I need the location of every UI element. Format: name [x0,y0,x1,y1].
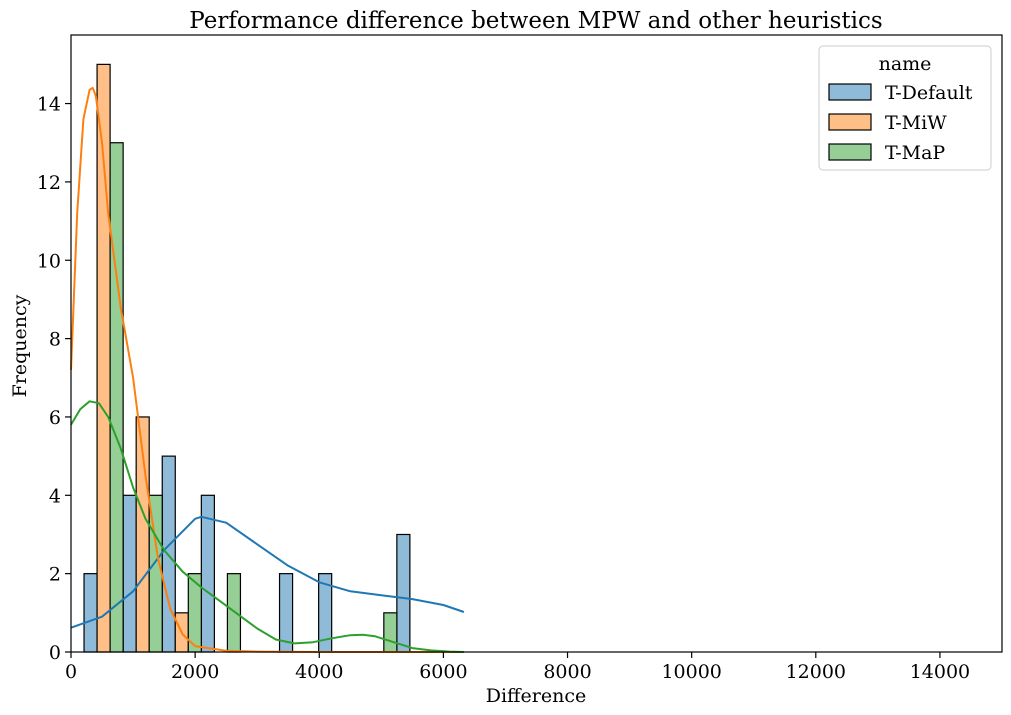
bar-t-map-0 [109,142,124,653]
x-tick-label: 10000 [661,661,721,683]
y-tick-label: 4 [49,485,61,507]
x-axis-label: Difference [486,685,587,707]
legend-title: name [879,53,932,75]
legend-label-t-default: T-Default [885,82,973,104]
bar-t-map-3 [226,573,242,653]
x-tick-label: 12000 [786,661,846,683]
legend-label-t-miw: T-MiW [885,112,947,134]
chart-title: Performance difference between MPW and o… [189,8,882,34]
plot-frame [70,34,1003,653]
y-tick-label: 0 [49,642,61,664]
bar-t-default-1 [122,494,137,653]
y-tick-label: 14 [37,94,61,116]
y-axis-label: Frequency [9,294,31,397]
kde-line-t-default [70,515,465,629]
plot-area: 0 2000 4000 6000 8000 10000 12000 14000 0 2 4 6 8 10 1… [37,34,1003,683]
kde-line-t-map [70,400,464,653]
x-tick-label: 2000 [171,661,219,683]
legend-label-t-map: T-MaP [885,142,945,164]
y-tick-label: 12 [37,172,61,194]
y-tick-label: 8 [49,329,61,351]
x-tick-label: 6000 [419,661,467,683]
legend: name T-Default T-MiW T-MaP [818,45,992,171]
x-tick-label: 0 [65,661,77,683]
bar-t-map-6 [383,612,398,653]
y-tick-label: 2 [49,564,61,586]
legend-box [818,45,992,171]
legend-swatch-t-miw [828,113,872,131]
legend-swatch-t-map [828,143,872,161]
bar-t-default-0 [83,573,98,653]
x-tick-label: 4000 [295,661,343,683]
y-tick-label: 6 [49,407,61,429]
legend-swatch-t-default [828,83,872,101]
bar-t-default-7 [396,533,411,653]
y-tick-label: 10 [37,250,61,272]
x-tick-label: 8000 [543,661,591,683]
x-tick-label: 14000 [910,661,970,683]
